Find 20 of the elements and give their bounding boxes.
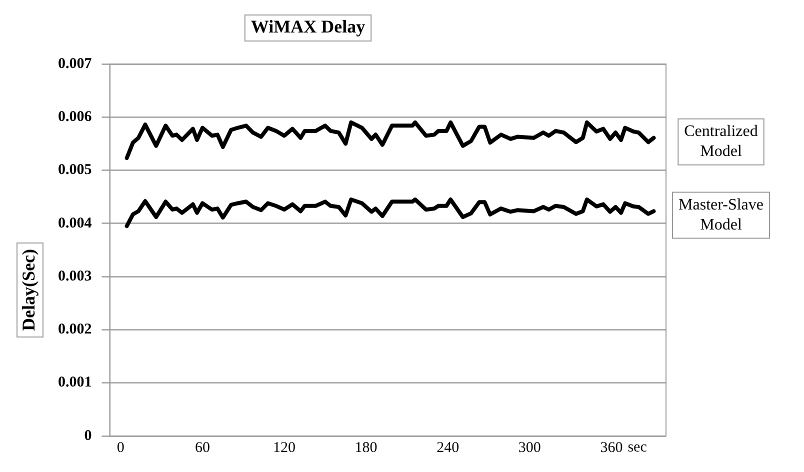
y-tick-label: 0.003 xyxy=(58,268,92,284)
x-tick-label: 180 xyxy=(354,440,378,456)
y-tick-label: 0.007 xyxy=(58,56,92,72)
x-tick-label: 0 xyxy=(116,440,124,456)
x-tick-label: 300 xyxy=(518,440,541,456)
chart-title: WiMAX Delay xyxy=(250,16,366,37)
series-label: Centralized Model xyxy=(684,123,758,160)
y-tick-label: 0.006 xyxy=(58,109,92,126)
x-tick-label: 120 xyxy=(273,440,296,456)
y-axis-title: Delay(Sec) xyxy=(18,249,39,331)
y-tick-label: 0.005 xyxy=(58,162,92,178)
y-tick-label: 0.002 xyxy=(58,322,92,338)
x-tick-label: 240 xyxy=(436,440,460,456)
y-tick-label: 0.004 xyxy=(58,215,92,232)
y-tick-label: 0 xyxy=(84,428,92,444)
x-axis-title: sec xyxy=(628,439,648,456)
series-label: Master-Slave Model xyxy=(678,196,764,234)
x-tick-label: 60 xyxy=(194,440,210,456)
x-tick-label: 360 xyxy=(600,440,623,456)
y-tick-label: 0.001 xyxy=(58,374,92,391)
